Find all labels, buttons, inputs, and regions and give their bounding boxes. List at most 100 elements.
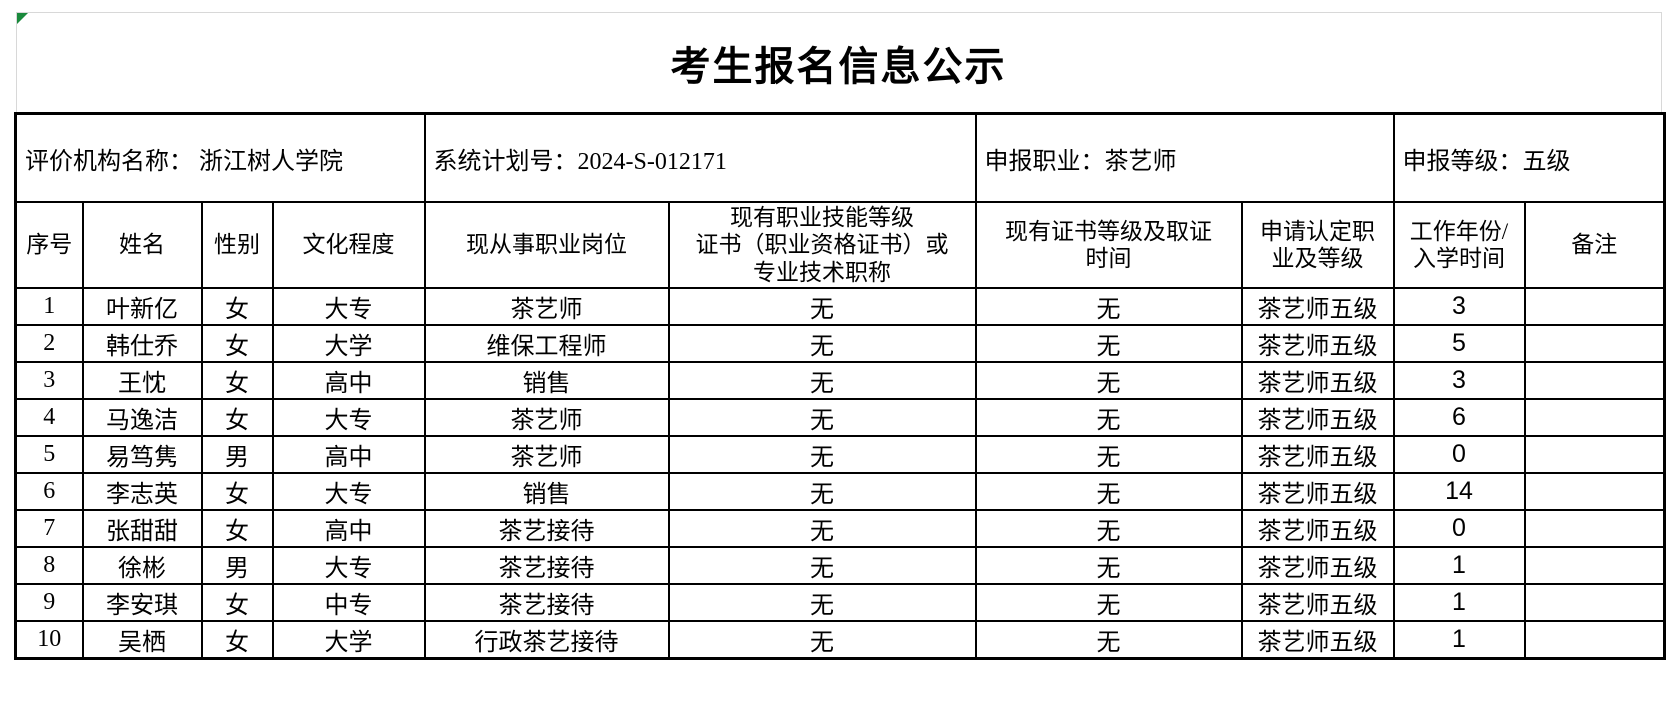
cell-name[interactable]: 王忱 [81, 361, 203, 400]
cell-seq[interactable]: 7 [14, 509, 84, 548]
cell-remarks[interactable] [1523, 435, 1666, 474]
cell-existing-cert[interactable]: 无 [667, 620, 977, 660]
cell-work-years[interactable]: 0 [1392, 435, 1526, 474]
cell-current-job[interactable]: 茶艺师 [423, 398, 670, 437]
cell-gender[interactable]: 男 [200, 546, 274, 585]
cell-education[interactable]: 大专 [271, 546, 426, 585]
cell-cert-level-time[interactable]: 无 [974, 583, 1243, 622]
cell-applied-occupation[interactable]: 茶艺师五级 [1240, 546, 1395, 585]
cell-cert-level-time[interactable]: 无 [974, 435, 1243, 474]
cell-seq[interactable]: 2 [14, 324, 84, 363]
cell-work-years[interactable]: 5 [1392, 324, 1526, 363]
cell-name[interactable]: 易笃隽 [81, 435, 203, 474]
cell-remarks[interactable] [1523, 546, 1666, 585]
cell-cert-level-time[interactable]: 无 [974, 324, 1243, 363]
cell-gender[interactable]: 女 [200, 583, 274, 622]
plan-no-cell[interactable]: 系统计划号：2024-S-012171 [423, 112, 977, 203]
cell-work-years[interactable]: 6 [1392, 398, 1526, 437]
cell-cert-level-time[interactable]: 无 [974, 361, 1243, 400]
cell-existing-cert[interactable]: 无 [667, 583, 977, 622]
cell-education[interactable]: 高中 [271, 509, 426, 548]
cell-cert-level-time[interactable]: 无 [974, 398, 1243, 437]
cell-gender[interactable]: 女 [200, 620, 274, 660]
cell-education[interactable]: 高中 [271, 361, 426, 400]
header-cell-gender[interactable]: 性别 [200, 201, 274, 289]
header-cell-work-years[interactable]: 工作年份/ 入学时间 [1392, 201, 1526, 289]
cell-existing-cert[interactable]: 无 [667, 361, 977, 400]
level-cell[interactable]: 申报等级：五级 [1392, 112, 1666, 203]
cell-current-job[interactable]: 销售 [423, 472, 670, 511]
cell-work-years[interactable]: 14 [1392, 472, 1526, 511]
cell-remarks[interactable] [1523, 472, 1666, 511]
cell-education[interactable]: 大学 [271, 324, 426, 363]
cell-work-years[interactable]: 0 [1392, 509, 1526, 548]
cell-work-years[interactable]: 1 [1392, 620, 1526, 660]
cell-applied-occupation[interactable]: 茶艺师五级 [1240, 324, 1395, 363]
cell-seq[interactable]: 6 [14, 472, 84, 511]
cell-remarks[interactable] [1523, 583, 1666, 622]
cell-seq[interactable]: 10 [14, 620, 84, 660]
cell-remarks[interactable] [1523, 287, 1666, 326]
cell-current-job[interactable]: 销售 [423, 361, 670, 400]
cell-name[interactable]: 马逸洁 [81, 398, 203, 437]
cell-gender[interactable]: 女 [200, 324, 274, 363]
cell-existing-cert[interactable]: 无 [667, 472, 977, 511]
cell-existing-cert[interactable]: 无 [667, 546, 977, 585]
cell-existing-cert[interactable]: 无 [667, 509, 977, 548]
cell-work-years[interactable]: 1 [1392, 583, 1526, 622]
cell-remarks[interactable] [1523, 398, 1666, 437]
cell-applied-occupation[interactable]: 茶艺师五级 [1240, 620, 1395, 660]
agency-cell[interactable]: 评价机构名称： 浙江树人学院 [14, 112, 426, 203]
cell-education[interactable]: 大专 [271, 287, 426, 326]
cell-name[interactable]: 张甜甜 [81, 509, 203, 548]
header-cell-remarks[interactable]: 备注 [1523, 201, 1666, 289]
cell-education[interactable]: 中专 [271, 583, 426, 622]
cell-name[interactable]: 李安琪 [81, 583, 203, 622]
header-cell-current-job[interactable]: 现从事职业岗位 [423, 201, 670, 289]
cell-cert-level-time[interactable]: 无 [974, 546, 1243, 585]
cell-seq[interactable]: 8 [14, 546, 84, 585]
cell-cert-level-time[interactable]: 无 [974, 287, 1243, 326]
cell-gender[interactable]: 女 [200, 361, 274, 400]
cell-applied-occupation[interactable]: 茶艺师五级 [1240, 361, 1395, 400]
header-cell-applied-occupation[interactable]: 申请认定职 业及等级 [1240, 201, 1395, 289]
cell-name[interactable]: 李志英 [81, 472, 203, 511]
cell-seq[interactable]: 1 [14, 287, 84, 326]
cell-applied-occupation[interactable]: 茶艺师五级 [1240, 509, 1395, 548]
cell-current-job[interactable]: 维保工程师 [423, 324, 670, 363]
cell-applied-occupation[interactable]: 茶艺师五级 [1240, 583, 1395, 622]
cell-remarks[interactable] [1523, 324, 1666, 363]
cell-gender[interactable]: 女 [200, 287, 274, 326]
cell-seq[interactable]: 9 [14, 583, 84, 622]
occupation-cell[interactable]: 申报职业：茶艺师 [974, 112, 1395, 203]
header-cell-seq[interactable]: 序号 [14, 201, 84, 289]
cell-existing-cert[interactable]: 无 [667, 398, 977, 437]
cell-education[interactable]: 大专 [271, 472, 426, 511]
cell-cert-level-time[interactable]: 无 [974, 509, 1243, 548]
cell-existing-cert[interactable]: 无 [667, 435, 977, 474]
header-cell-cert-level-time[interactable]: 现有证书等级及取证 时间 [974, 201, 1243, 289]
cell-current-job[interactable]: 茶艺师 [423, 435, 670, 474]
cell-gender[interactable]: 女 [200, 472, 274, 511]
cell-work-years[interactable]: 1 [1392, 546, 1526, 585]
cell-cert-level-time[interactable]: 无 [974, 472, 1243, 511]
cell-education[interactable]: 高中 [271, 435, 426, 474]
cell-work-years[interactable]: 3 [1392, 287, 1526, 326]
cell-applied-occupation[interactable]: 茶艺师五级 [1240, 435, 1395, 474]
cell-seq[interactable]: 3 [14, 361, 84, 400]
header-cell-existing-cert[interactable]: 现有职业技能等级 证书（职业资格证书）或 专业技术职称 [667, 201, 977, 289]
cell-existing-cert[interactable]: 无 [667, 324, 977, 363]
cell-gender[interactable]: 女 [200, 509, 274, 548]
cell-remarks[interactable] [1523, 620, 1666, 660]
cell-current-job[interactable]: 茶艺师 [423, 287, 670, 326]
cell-current-job[interactable]: 茶艺接待 [423, 583, 670, 622]
cell-existing-cert[interactable]: 无 [667, 287, 977, 326]
cell-gender[interactable]: 男 [200, 435, 274, 474]
cell-current-job[interactable]: 行政茶艺接待 [423, 620, 670, 660]
cell-education[interactable]: 大专 [271, 398, 426, 437]
cell-name[interactable]: 吴栖 [81, 620, 203, 660]
header-cell-name[interactable]: 姓名 [81, 201, 203, 289]
cell-current-job[interactable]: 茶艺接待 [423, 546, 670, 585]
cell-work-years[interactable]: 3 [1392, 361, 1526, 400]
cell-seq[interactable]: 5 [14, 435, 84, 474]
